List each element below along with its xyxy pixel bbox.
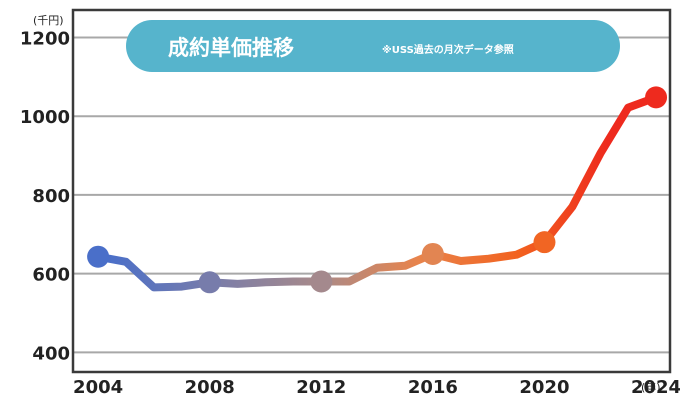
data-line: [94, 93, 661, 292]
x-tick-label: 2020: [519, 377, 569, 398]
x-tick-label: 2008: [185, 377, 235, 398]
y-tick-label: 400: [32, 343, 70, 364]
title-banner: 成約単価推移 ※USS過去の月次データ参照: [126, 20, 620, 72]
y-tick-label: 1000: [20, 107, 70, 128]
y-tick-label: 800: [32, 186, 70, 207]
y-tick-label: 600: [32, 265, 70, 286]
data-point: [87, 245, 110, 268]
x-tick-label: 2016: [408, 377, 458, 398]
y-tick-label: 1200: [20, 29, 70, 50]
data-point: [533, 231, 556, 254]
data-point: [421, 242, 444, 265]
x-tick-label: 2004: [73, 377, 123, 398]
x-tick-label: 2024: [631, 377, 680, 398]
chart-title: 成約単価推移: [168, 36, 294, 60]
chart-subtitle: ※USS過去の月次データ参照: [382, 43, 514, 56]
data-point: [310, 270, 333, 293]
data-point: [198, 271, 221, 294]
plot-frame: [71, 8, 672, 374]
x-axis-unit-label: (年): [641, 380, 661, 394]
y-axis-unit-label: (千円): [33, 14, 64, 27]
title-background: [126, 20, 620, 72]
data-point: [645, 86, 668, 109]
data-markers: [87, 86, 668, 294]
x-tick-label: 2012: [296, 377, 346, 398]
y-axis-ticks: 400 600 800 1000 1200: [20, 29, 70, 365]
x-axis-ticks: 2004 2008 2012 2016 2020 2024: [73, 377, 680, 398]
